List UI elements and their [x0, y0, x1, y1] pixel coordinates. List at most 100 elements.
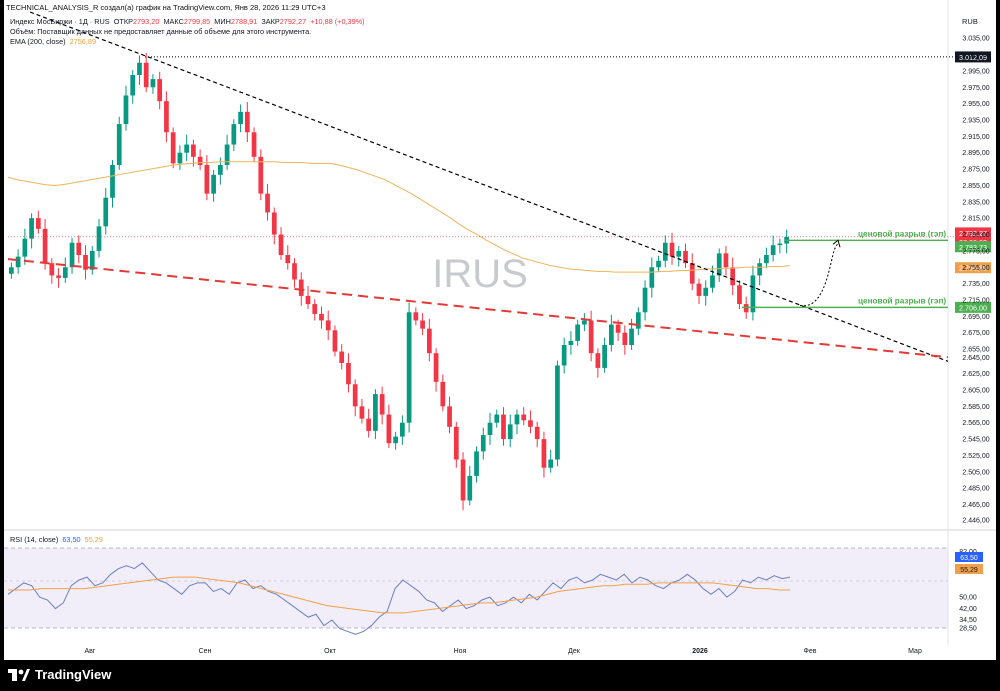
price-tick-label: 2.446,00	[962, 518, 989, 525]
candle-body	[373, 394, 378, 431]
candle-body	[777, 243, 783, 246]
rsi-band	[4, 548, 948, 628]
trendline-support	[7, 258, 949, 359]
candle-body	[251, 132, 257, 157]
price-tick-label: 2.645,00	[962, 355, 989, 362]
price-axis[interactable]: 3.035,00 3.015,00 2.995,00 2.975,00 2.955,00…	[962, 36, 989, 525]
candle-body	[116, 124, 122, 165]
instrument-name[interactable]: Индекс МосБиржи · 1Д · RUS	[10, 17, 110, 26]
rsi-tick-label: 28,50	[959, 625, 977, 632]
open-value: 2793,20	[133, 17, 160, 26]
candle-body	[258, 156, 264, 194]
price-tick-label: 3.015,00	[962, 52, 989, 59]
candle-body	[440, 381, 446, 407]
close-label: ЗАКР	[261, 17, 280, 26]
candle-body	[15, 256, 21, 268]
price-tag-max: 3.012,09	[959, 53, 987, 62]
price-tick-label: 2.675,00	[962, 330, 989, 337]
close-value: 2792,27	[279, 17, 307, 26]
rsi-ma-line	[8, 576, 790, 614]
candle-body	[669, 242, 675, 257]
gap-annotation-bottom: ценовой разрыв (гэп)	[858, 296, 946, 305]
time-tick-label: 2026	[692, 648, 708, 655]
price-tick-label: 2.525,00	[962, 453, 989, 460]
candle-body	[346, 363, 351, 385]
ema-row[interactable]: EMA (200, close) 2756,89	[10, 37, 365, 47]
candle-body	[130, 75, 136, 96]
candle-body	[76, 242, 82, 255]
tradingview-logo[interactable]: TradingView	[8, 667, 111, 682]
candle-body	[103, 197, 109, 227]
time-axis[interactable]: Авг Сен Окт Ноя Дек 2026 Фев Мар	[85, 648, 922, 655]
candle-body	[312, 304, 318, 314]
candle-body	[474, 451, 479, 476]
time-tick-label: Ноя	[454, 648, 467, 655]
price-tick-label: 2.895,00	[962, 150, 989, 157]
candle-body	[69, 242, 75, 268]
rsi-value: 63,50	[62, 535, 81, 544]
candle-body	[649, 267, 655, 288]
candle-body	[548, 459, 554, 468]
rsi-label: RSI (14, close)	[10, 535, 59, 544]
rsi-tag-value: 63,50	[960, 555, 978, 562]
price-tick-label: 3.035,00	[962, 36, 989, 43]
rsi-tick-label: 50,00	[959, 595, 977, 602]
candle-body	[244, 111, 250, 133]
candle-body	[224, 144, 230, 165]
projection-arrow-head	[832, 239, 841, 248]
candle-body	[231, 124, 237, 145]
price-tick-label: 2.935,00	[962, 118, 989, 125]
price-tick-label: 2.875,00	[962, 167, 989, 174]
time-tick-label: Авг	[85, 648, 96, 655]
high-label: МАКС	[163, 17, 184, 26]
time-tick-label: Сен	[199, 648, 212, 655]
price-tick-label: 2.855,00	[962, 183, 989, 190]
candle-body	[501, 414, 506, 440]
rsi-legend[interactable]: RSI (14, close) 63,50 55,29	[10, 535, 103, 544]
candle-body	[608, 324, 614, 345]
candle-body	[534, 426, 540, 440]
price-tick-label: 2.795,00	[962, 232, 989, 239]
candle-body	[285, 255, 291, 264]
candle-body	[555, 365, 560, 460]
time-tick-label: Дек	[568, 648, 581, 655]
currency-label[interactable]: RUB	[962, 17, 978, 26]
change-value: +10,88 (+0,39%)	[310, 17, 365, 26]
price-tag-gap-top-bg	[955, 241, 991, 253]
gap-annotation-top: ценовой разрыв (гэп)	[858, 229, 946, 238]
candle-body	[575, 324, 581, 341]
candle-body	[35, 218, 41, 229]
candle-body	[467, 475, 473, 501]
ohlc-row: Индекс МосБиржи · 1Д · RUS ОТКР2793,20 М…	[10, 17, 365, 27]
candle-body	[238, 111, 243, 125]
candle-body	[319, 313, 324, 321]
open-label: ОТКР	[113, 17, 133, 26]
candle-body	[528, 420, 533, 427]
price-tick-label: 2.625,00	[962, 371, 989, 378]
candle-body	[278, 234, 284, 255]
candle-body	[730, 267, 736, 286]
candle-body	[143, 62, 149, 88]
chart-credit: TECHNICAL_ANALYSIS_R создал(а) график на…	[6, 3, 326, 12]
tradingview-logo-icon	[8, 668, 30, 681]
candle-body	[325, 320, 331, 331]
price-tick-label: 2.995,00	[962, 68, 989, 75]
candle-body	[123, 95, 129, 125]
price-tick-label: 2.915,00	[962, 134, 989, 141]
price-chart[interactable]: IRUS ценовой разрыв (гэп)ценовой разрыв …	[0, 0, 1000, 660]
time-tick-label: Окт	[324, 648, 337, 655]
candle-body	[62, 267, 68, 278]
candle-body	[191, 144, 196, 157]
low-label: МИН	[214, 17, 231, 26]
price-tag-gap-bottom: 2.706,00	[959, 303, 987, 312]
trendline-resistance	[29, 11, 949, 362]
candle-body	[521, 414, 527, 421]
rsi-ma-value: 55,29	[84, 535, 103, 544]
candle-body	[716, 253, 722, 276]
candle-body	[49, 263, 55, 276]
candle-body	[292, 263, 297, 280]
candle-body	[737, 285, 742, 305]
candle-body	[757, 263, 763, 276]
candle-body	[480, 435, 486, 452]
